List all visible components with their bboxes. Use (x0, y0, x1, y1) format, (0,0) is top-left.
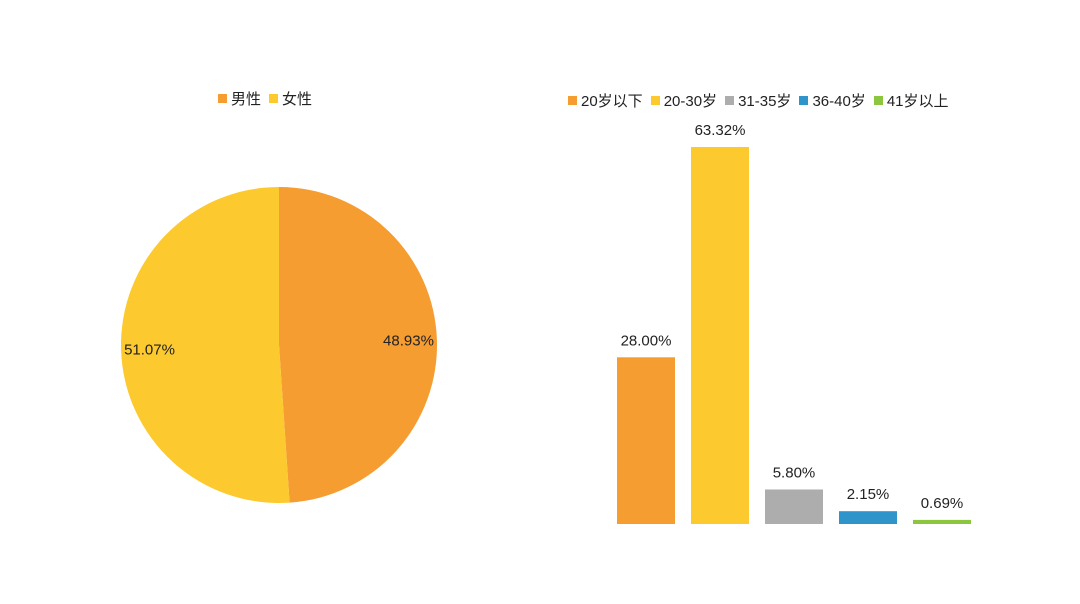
pie-slice-label: 51.07% (124, 341, 175, 358)
bar-legend-item: 20岁以下 (568, 90, 643, 111)
bar-legend-item: 20-30岁 (650, 90, 718, 111)
pie-legend-item: 男性 (218, 88, 261, 109)
bar-legend-label: 31-35岁 (738, 93, 792, 110)
bar-legend-item: 31-35岁 (725, 90, 791, 111)
bar-legend-label: 41岁以上 (886, 93, 949, 110)
bar-value-label: 5.80% (773, 464, 816, 481)
bar-legend-item: 36-40岁 (799, 90, 866, 111)
bar-legend-swatch (725, 96, 735, 105)
bar (617, 357, 675, 524)
pie-legend-item: 女性 (269, 88, 312, 109)
bar (691, 147, 749, 524)
bar-legend: 20岁以下 20-30岁 31-35岁 36-40岁 41岁以上 (568, 90, 957, 111)
pie-slice-label: 48.93% (383, 333, 434, 350)
bar-legend-swatch (873, 96, 883, 105)
bar-legend-label: 36-40岁 (812, 93, 866, 110)
bar (839, 511, 897, 524)
pie-legend-label: 女性 (282, 91, 313, 108)
pie-slice (279, 187, 438, 503)
bar-legend-swatch (799, 96, 809, 105)
bar-legend-item: 41岁以上 (873, 90, 949, 111)
pie-legend-swatch (218, 94, 227, 103)
pie-legend-swatch (269, 94, 279, 103)
bar-value-label: 28.00% (621, 332, 672, 349)
bar-value-label: 2.15% (847, 486, 890, 503)
bar-value-label: 63.32% (695, 122, 746, 139)
bar-legend-label: 20岁以下 (581, 93, 643, 110)
bar-legend-label: 20-30岁 (663, 93, 718, 110)
pie-legend: 男性 女性 (218, 88, 320, 109)
pie-slice (121, 187, 290, 503)
bar-value-label: 0.69% (921, 495, 964, 512)
bar (765, 489, 823, 524)
bar-legend-swatch (650, 96, 660, 105)
pie-legend-label: 男性 (231, 91, 262, 108)
bar (913, 519, 971, 524)
bar-legend-swatch (568, 96, 577, 105)
